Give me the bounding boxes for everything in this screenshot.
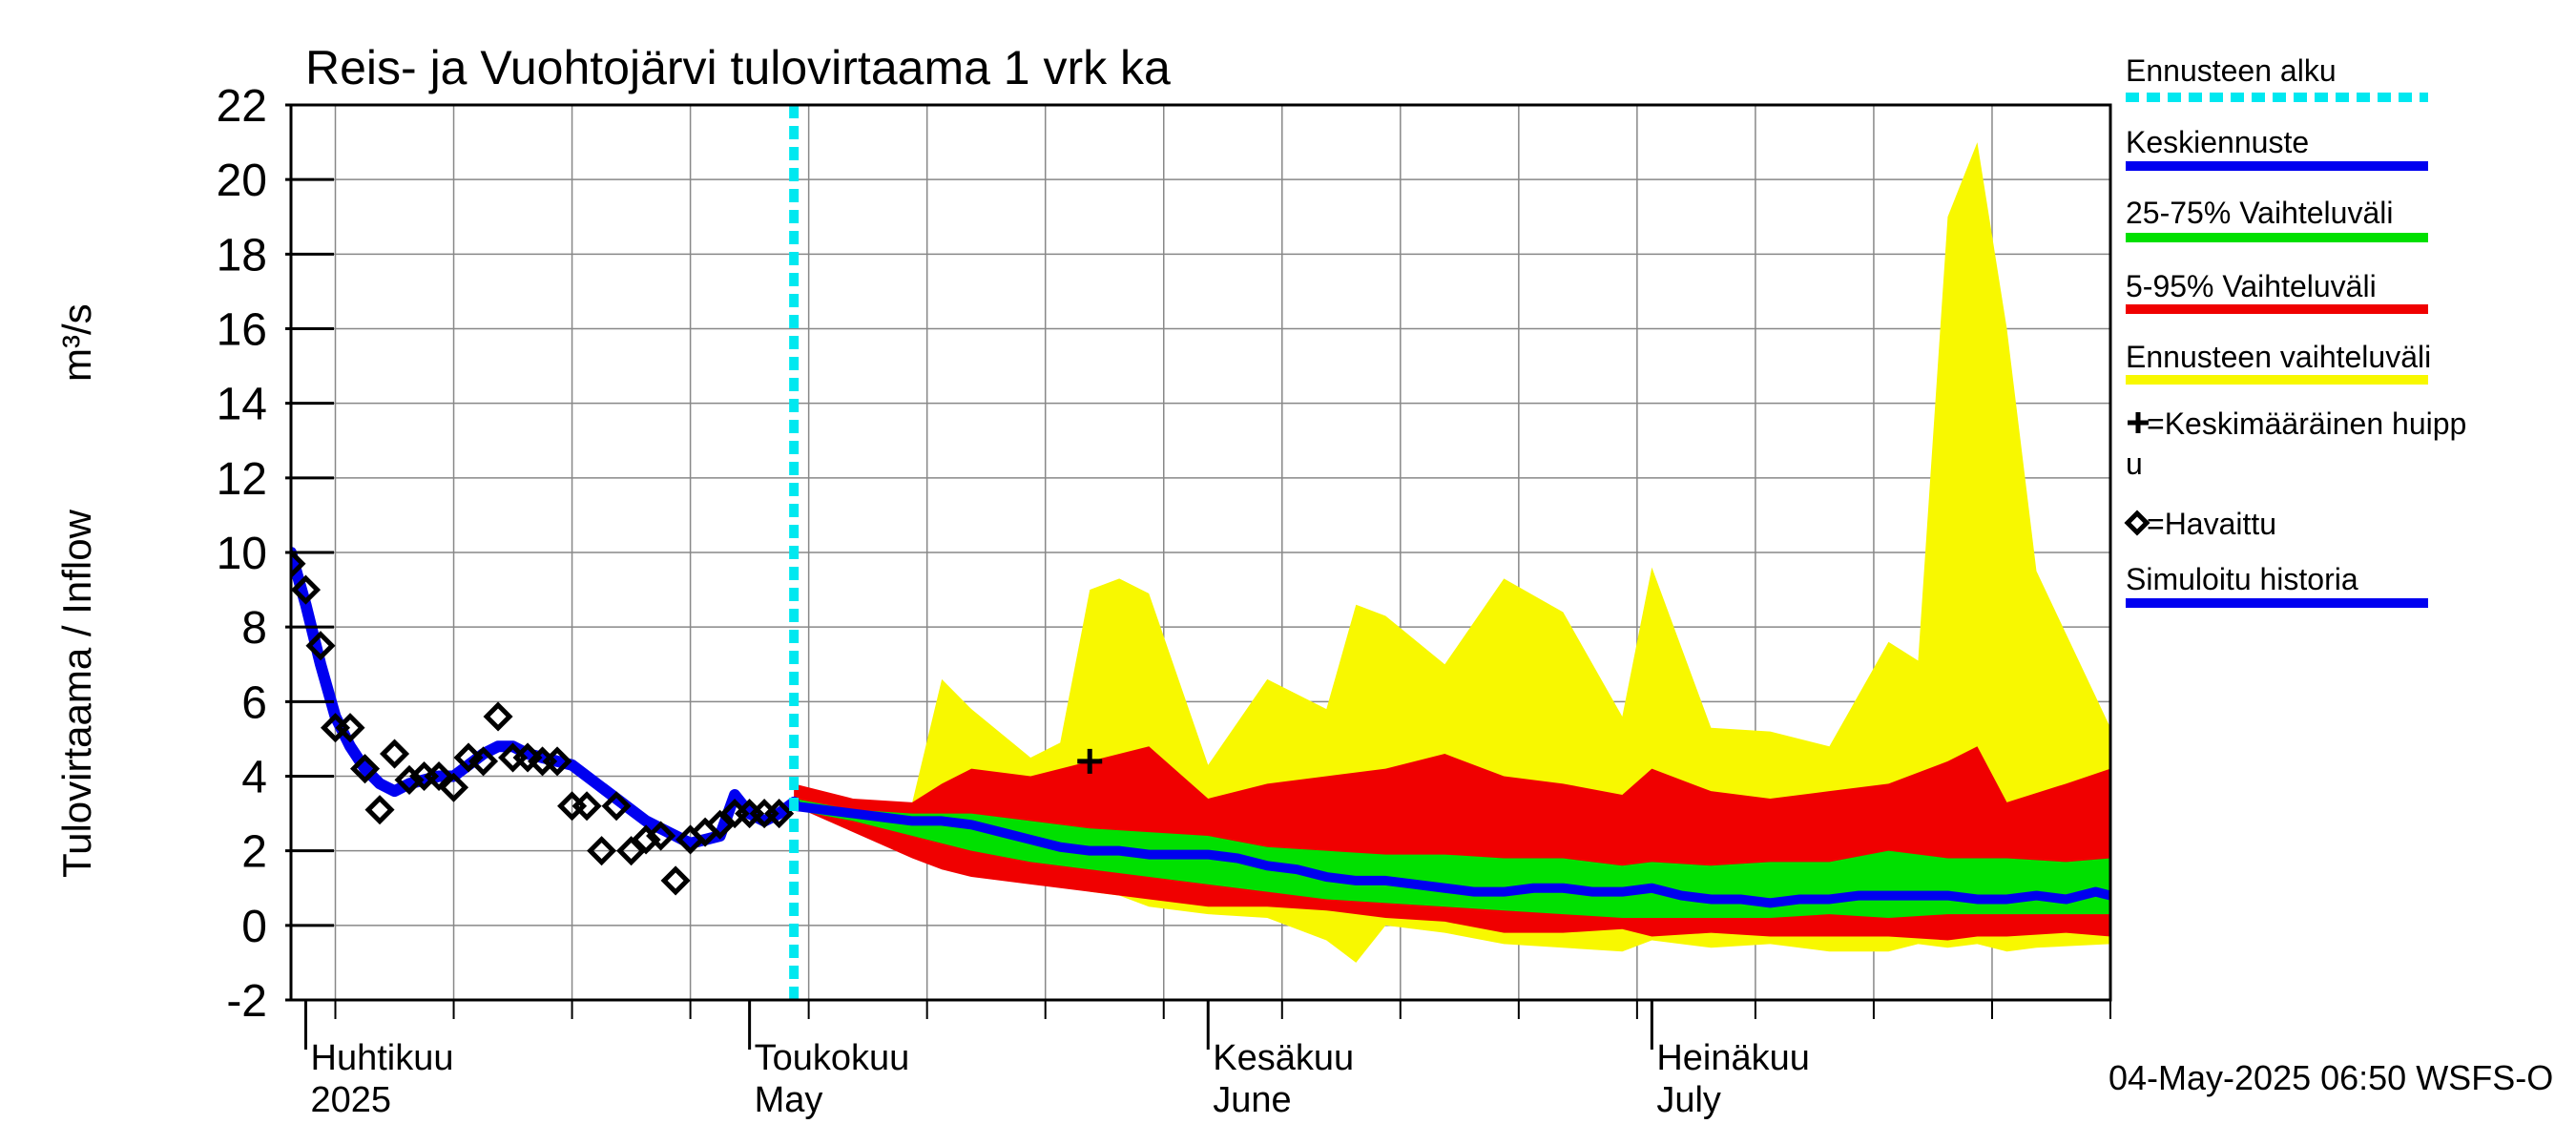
observed-point [335,713,365,743]
legend-label: 5-95% Vaihteluväli [2126,269,2377,303]
y-axis-label: Tulovirtaama / Inflow m³/s [54,303,99,878]
x-month-label: Toukokuu [755,1038,910,1078]
y-tick-label: 2 [241,827,267,878]
legend-label: Ennusteen vaihteluväli [2126,340,2431,374]
legend-entry-keskiennuste: Keskiennuste [2126,125,2428,171]
legend-label: u [2126,447,2143,481]
observed-point [601,791,632,822]
legend-label: =Keskimääräinen huipp [2147,406,2466,441]
observed-point [394,764,425,795]
observed-point [587,836,617,866]
x-month-sublabel: 2025 [311,1080,392,1120]
y-tick-label: 0 [241,902,267,952]
y-tick-label: 4 [241,753,267,803]
y-tick-label: -2 [226,976,267,1027]
y-tick-label: 22 [217,81,267,132]
legend-label: Ennusteen alku [2126,53,2337,88]
y-tick-label: 12 [217,454,267,505]
legend-diamond-marker [2124,510,2150,536]
observed-point [439,772,469,802]
observed-point [483,701,513,732]
y-tick-label: 6 [241,677,267,728]
legend-label: Simuloitu historia [2126,562,2358,596]
line-simuloitu-historia [291,547,800,849]
legend-label: =Havaittu [2147,507,2276,541]
legend-plus-marker [2128,412,2149,433]
y-tick-label: 10 [217,529,267,579]
legend: Ennusteen alku Keskiennuste 25-75% Vaihtel… [2124,53,2466,608]
legend-entry-havaittu: =Havaittu [2124,507,2276,541]
observed-point [424,760,454,792]
legend-label: Keskiennuste [2126,125,2309,159]
x-month-label: Huhtikuu [311,1038,454,1078]
series-layer [291,142,2110,963]
observed-point [631,824,661,855]
timestamp: 04-May-2025 06:50 WSFS-O [2109,1058,2553,1097]
observed-point [291,574,322,605]
mean-peak-marker [1077,748,1103,774]
x-month-label: Kesäkuu [1213,1038,1354,1078]
legend-entry-ennusteen-alku: Ennusteen alku [2126,53,2428,102]
y-tick-label: 16 [217,305,267,356]
x-month-sublabel: May [755,1080,823,1120]
legend-entry-simuloitu-historia: Simuloitu historia [2126,562,2428,608]
band-25-75-vaihteluv-li [794,798,2110,919]
x-month-sublabel: June [1213,1080,1291,1120]
chart-title: Reis- ja Vuohtojärvi tulovirtaama 1 vrk … [305,41,1171,94]
x-month-label: Heinäkuu [1656,1038,1810,1078]
observed-point [764,799,795,829]
x-month-sublabel: July [1656,1080,1721,1120]
line-keskiennuste [789,801,2110,908]
observed-point [291,549,306,579]
legend-label: 25-75% Vaihteluväli [2126,196,2393,230]
y-tick-label: 8 [241,603,267,654]
observed-point [305,631,336,661]
y-tick-label: 18 [217,230,267,281]
legend-entry-25-75-vaihteluv-li: 25-75% Vaihteluväli [2126,196,2428,242]
y-axis-title: Tulovirtaama / Inflow [54,509,99,878]
observed-point [379,739,410,769]
observed-point [349,754,381,784]
observed-point [468,746,499,777]
y-axis-unit: m³/s [54,303,99,382]
observed-point [542,746,572,777]
observed-point [364,795,395,825]
legend-entry-ennusteen-vaihteluv-li: Ennusteen vaihteluväli [2126,340,2431,385]
observed-point [571,791,602,822]
y-tick-label: 20 [217,156,267,206]
observed-point [646,821,676,851]
legend-entry-5-95-vaihteluv-li: 5-95% Vaihteluväli [2126,269,2428,314]
y-tick-label: 14 [217,380,267,430]
observed-point [660,865,691,896]
